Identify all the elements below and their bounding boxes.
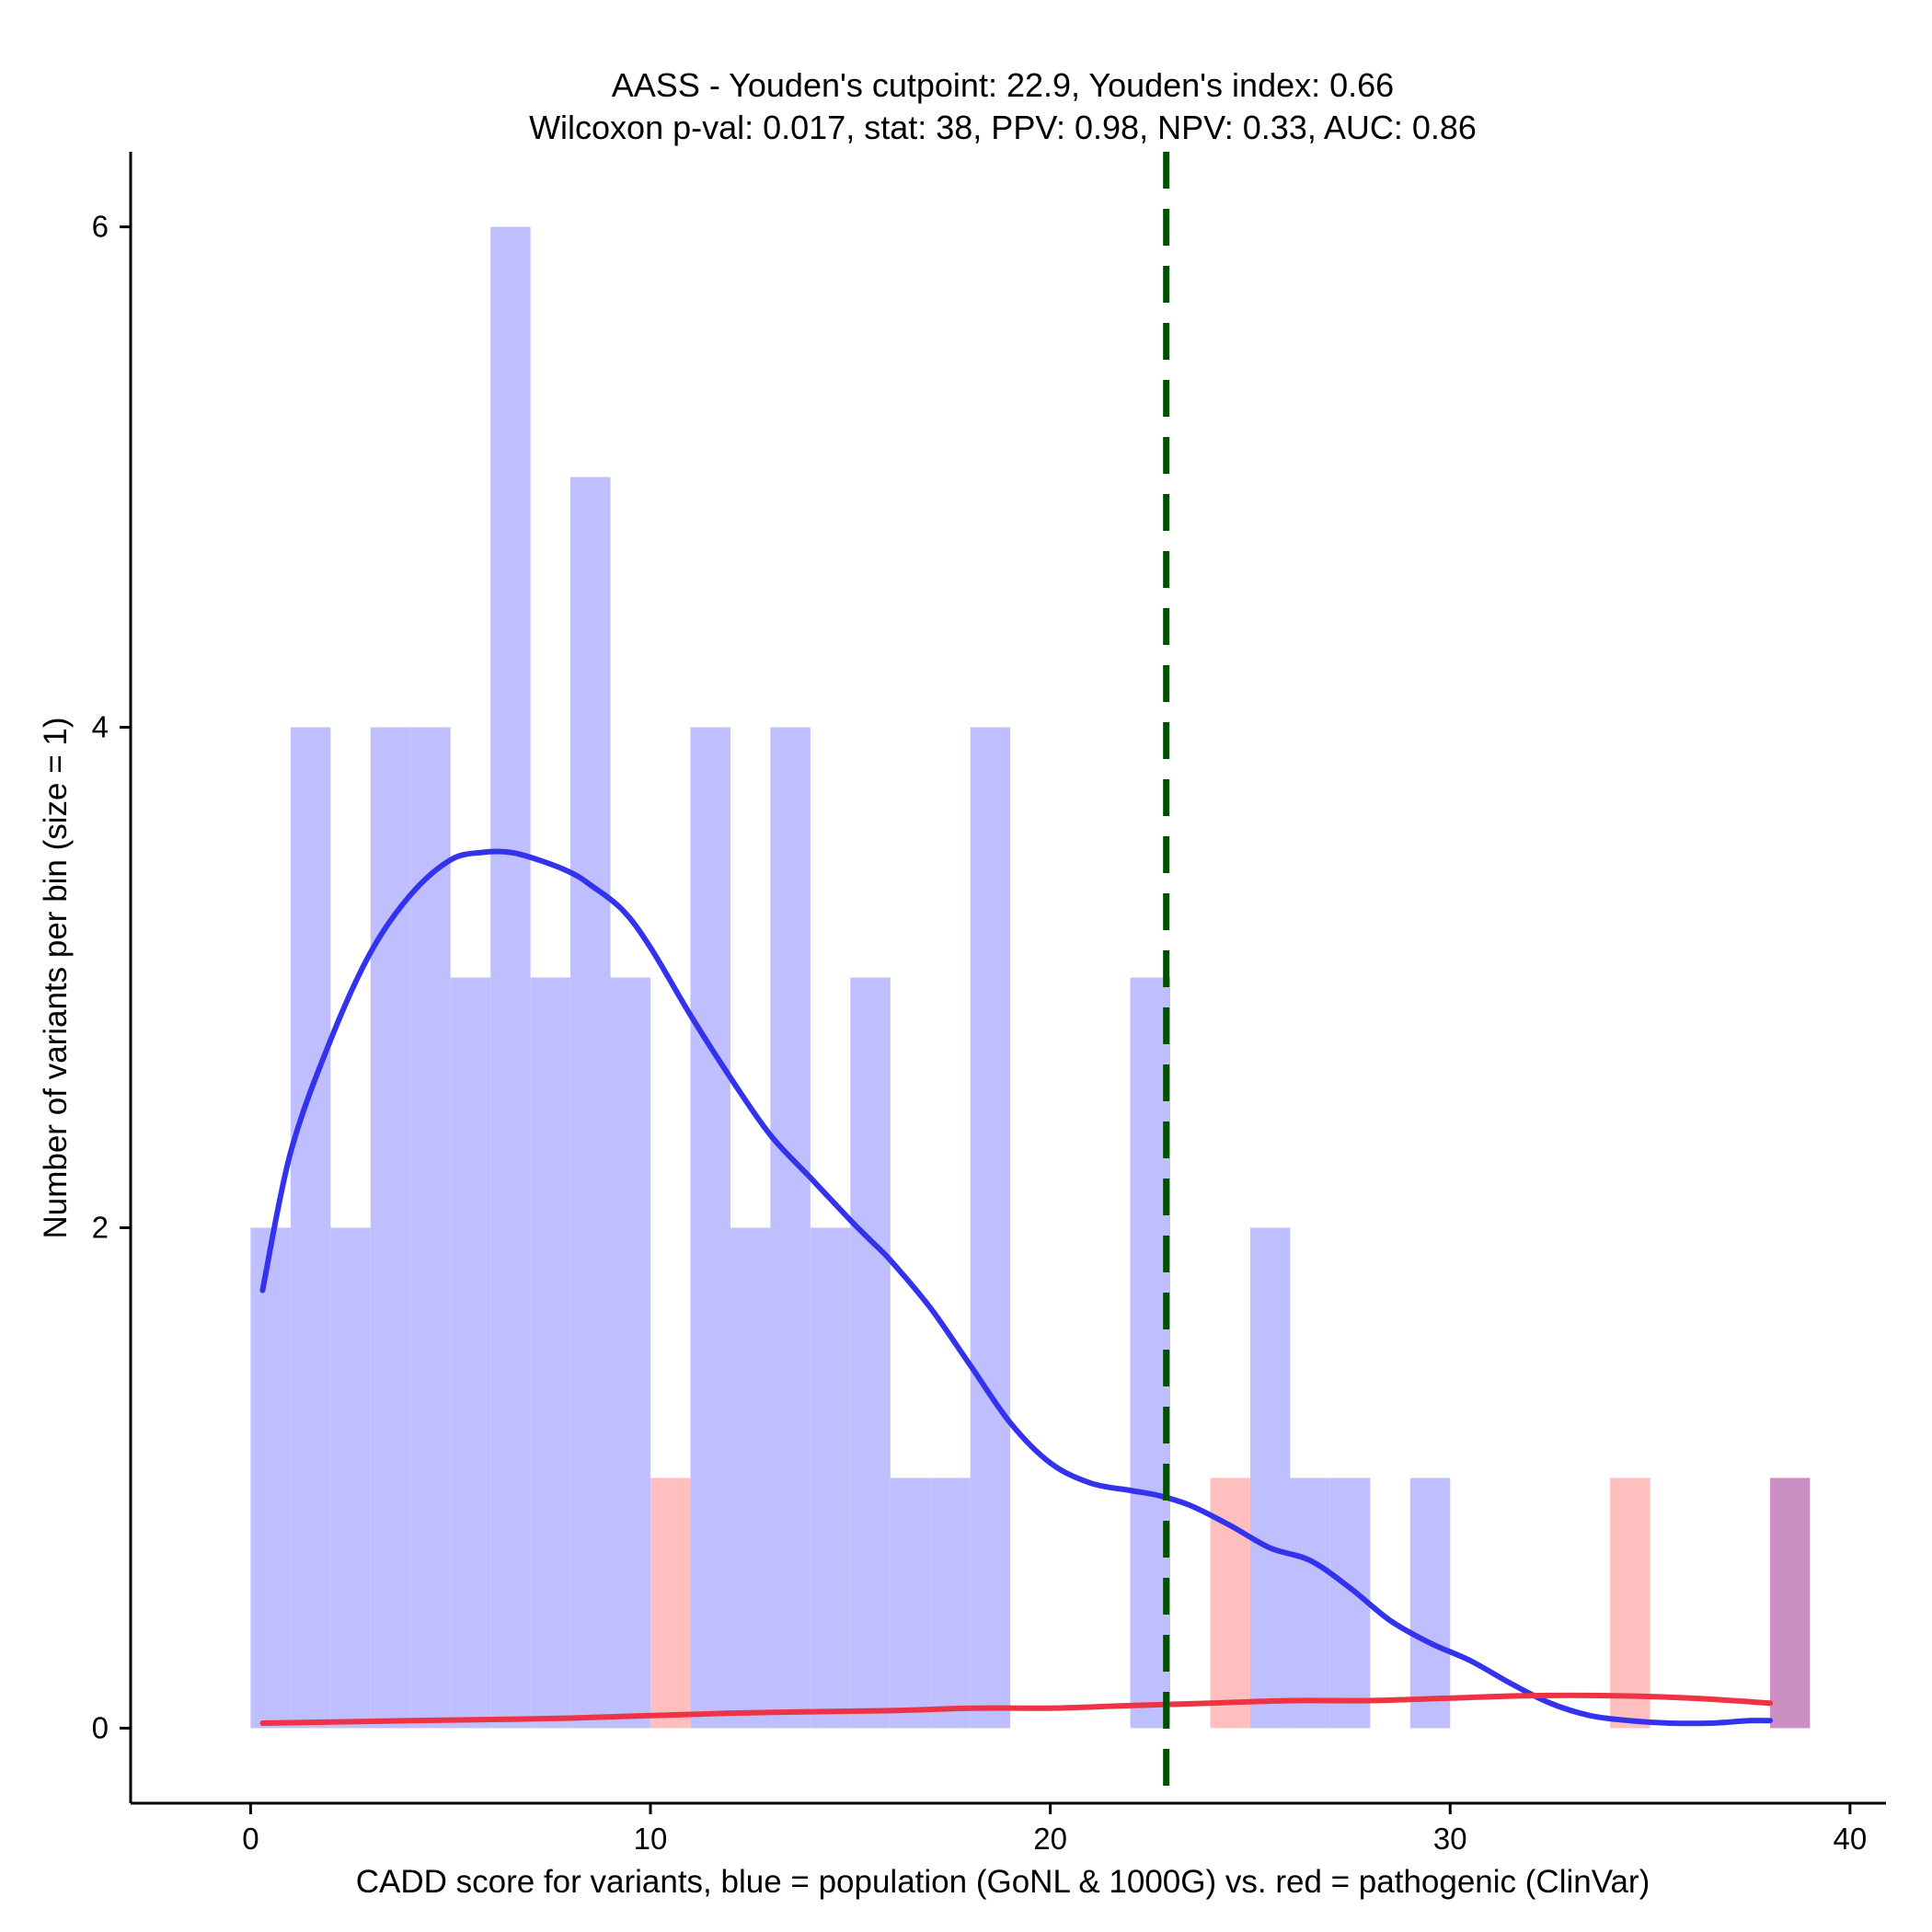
x-axis-label: CADD score for variants, blue = populati… — [356, 1864, 1650, 1900]
x-tick-label: 20 — [1033, 1822, 1067, 1856]
pathogenic-bar — [650, 1478, 691, 1729]
population-bar — [970, 727, 1011, 1729]
y-tick-label: 4 — [92, 710, 109, 744]
population-bar — [370, 727, 411, 1729]
population-bar — [330, 1227, 371, 1729]
x-tick-label: 40 — [1834, 1822, 1868, 1856]
population-bar — [930, 1478, 971, 1729]
population-bar — [810, 1227, 851, 1729]
population-bar — [770, 727, 811, 1729]
x-tick-label: 0 — [242, 1822, 259, 1856]
pathogenic-bars — [650, 1478, 1650, 1729]
population-bar — [1409, 1478, 1451, 1729]
y-axis-ticks: 0 2 4 6 — [92, 210, 131, 1744]
population-bar — [490, 226, 531, 1729]
y-tick-label: 0 — [92, 1710, 109, 1744]
x-tick-label: 10 — [634, 1822, 668, 1856]
population-bars — [250, 226, 1451, 1729]
population-bar — [610, 977, 651, 1729]
population-bar — [570, 477, 611, 1729]
population-bar — [1329, 1478, 1371, 1729]
population-bar — [1249, 1227, 1291, 1729]
population-bar — [890, 1478, 931, 1729]
population-bar — [290, 727, 331, 1729]
population-bar — [690, 727, 730, 1729]
population-bar — [730, 1227, 771, 1729]
population-bar — [450, 977, 491, 1729]
overlap-bars — [1769, 1478, 1811, 1729]
y-tick-label: 2 — [92, 1210, 109, 1244]
x-axis-ticks: 0 10 20 30 40 — [242, 1803, 1867, 1856]
population-bar — [1290, 1478, 1330, 1729]
population-bar — [850, 977, 891, 1729]
chart-title-line1: AASS - Youden's cutpoint: 22.9, Youden's… — [612, 66, 1394, 104]
pathogenic-density-line — [259, 1692, 1773, 1726]
chart-title-line2: Wilcoxon p-val: 0.017, stat: 38, PPV: 0.… — [529, 109, 1477, 146]
population-bar — [250, 1227, 291, 1729]
population-bar — [530, 977, 571, 1729]
overlap-bar — [1769, 1478, 1811, 1729]
pathogenic-bar — [1610, 1478, 1650, 1729]
population-bar — [410, 727, 451, 1729]
y-tick-label: 6 — [92, 210, 109, 244]
population-density-line — [259, 848, 1773, 1727]
y-axis-label: Number of variants per bin (size = 1) — [38, 717, 74, 1238]
x-tick-label: 30 — [1433, 1822, 1467, 1856]
